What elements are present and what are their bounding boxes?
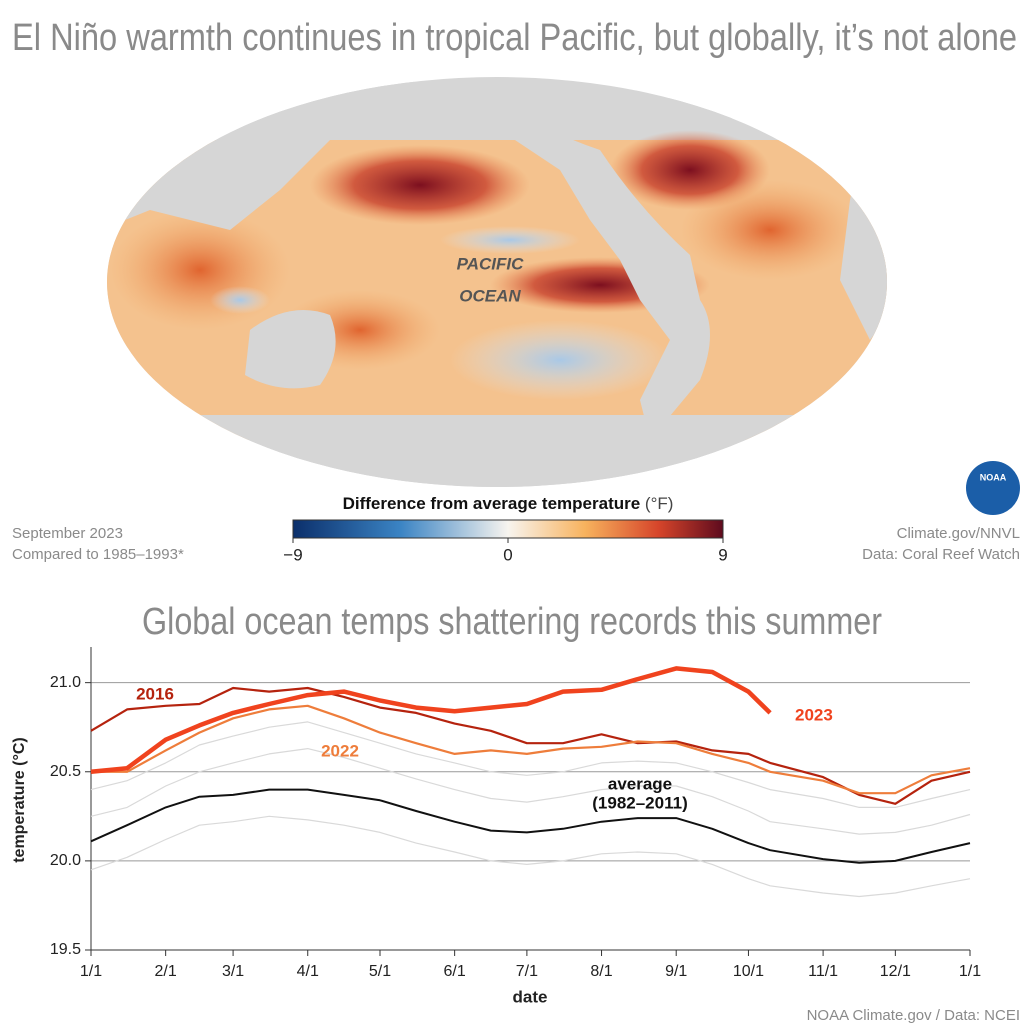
note: September 2023 [12,525,123,542]
colorbar-tick-label: 9 [718,545,727,564]
series-note: (1982–2011) [592,793,687,812]
y-tick-label: 19.5 [50,941,81,958]
series-label: 2023 [795,705,833,724]
x-tick-label: 3/1 [222,963,244,980]
colorbar [292,519,724,539]
x-axis-label: date [513,987,548,1006]
note: Data: Coral Reef Watch [862,546,1020,563]
map-label: OCEAN [459,286,521,305]
colorbar-unit: (°F) [645,494,674,513]
x-tick-label: 4/1 [297,963,319,980]
note: Compared to 1985–1993* [12,546,184,563]
series-label: average [608,774,672,793]
series-line [91,704,971,795]
series-label: 2022 [321,741,359,760]
x-tick-label: 12/1 [880,963,911,980]
x-tick-label: 11/1 [808,963,838,980]
map [107,77,887,487]
colorbar-tick-label: 0 [503,545,512,564]
x-tick-label: 1/1 [959,963,981,980]
x-tick-label: 1/1 [80,963,102,980]
series-line [90,788,971,864]
colorbar-title-text: Difference from average temperature [343,494,641,513]
x-tick-label: 6/1 [444,963,466,980]
colorbar-ticks: −9 0 9 [283,538,728,564]
credit: NOAA Climate.gov / Data: NCEI [807,1007,1020,1024]
series-line [90,686,971,805]
x-tick-label: 9/1 [665,963,687,980]
x-tick-label: 8/1 [590,963,612,980]
x-tick-label: 10/1 [733,963,764,980]
plot: 19.5 20.0 20.5 21.0 1/1 2/1 3/1 4/1 5/1 6/1 7/1 8/1… [50,647,981,980]
colorbar-title: Difference from average temperature (°F) [343,494,674,513]
note: Climate.gov/NNVL [897,525,1020,542]
map-title: El Niño warmth continues in tropical Pac… [12,17,1017,59]
y-tick-label: 20.0 [50,852,81,869]
x-tick-label: 2/1 [155,963,177,980]
chart-title: Global ocean temps shattering records th… [142,601,882,643]
background-line [90,748,971,835]
background-line [90,721,971,808]
background-line [90,815,971,898]
x-tick-label: 7/1 [516,963,538,980]
noaa-logo [966,461,1020,515]
y-axis-label: temperature (°C) [11,737,28,863]
map-label: PACIFIC [457,254,524,273]
series-label: 2016 [136,684,174,703]
colorbar-tick-label: −9 [283,545,302,564]
y-tick-label: 20.5 [50,763,81,780]
noaa-logo-text: NOAA [980,472,1007,482]
y-tick-label: 21.0 [50,674,81,691]
series-line [90,666,772,775]
x-tick-label: 5/1 [369,963,391,980]
